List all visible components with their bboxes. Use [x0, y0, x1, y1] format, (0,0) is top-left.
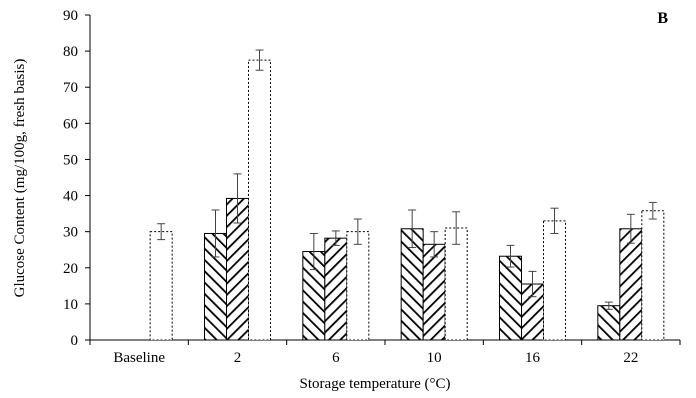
y-axis-label: Glucose Content (mg/100g, fresh basis) [12, 59, 28, 298]
bar [422, 243, 446, 341]
x-tick-label: 2 [234, 350, 242, 366]
y-tick-label: 70 [63, 80, 78, 96]
bar [543, 220, 566, 341]
x-tick-label: 6 [332, 350, 340, 366]
bar [641, 210, 665, 341]
bar [324, 237, 348, 341]
panel-label: B [657, 10, 668, 27]
y-tick-label: 30 [63, 225, 78, 241]
bar [499, 255, 522, 341]
y-tick-label: 50 [63, 152, 78, 168]
y-tick-label: 80 [63, 44, 78, 60]
x-tick-label: 22 [623, 350, 638, 366]
bar [619, 228, 643, 341]
y-tick-label: 40 [63, 189, 78, 205]
y-tick-label: 20 [63, 261, 78, 277]
x-tick-label: Baseline [113, 350, 165, 366]
bar [346, 231, 370, 341]
bar [444, 227, 468, 341]
bar [597, 305, 621, 341]
x-tick-label: 10 [427, 350, 442, 366]
y-tick-label: 60 [63, 116, 78, 132]
bar [248, 59, 271, 341]
bar [149, 231, 173, 341]
x-axis-label: Storage temperature (°C) [300, 376, 451, 392]
y-tick-label: 90 [63, 8, 78, 24]
y-tick-label: 0 [71, 333, 79, 349]
plot-area: 0 10 20 30 40 50 60 70 80 90 Baseline 2 6 10 16 22 [63, 8, 681, 366]
y-tick-label: 10 [63, 297, 78, 313]
x-tick-label: 16 [525, 350, 541, 366]
